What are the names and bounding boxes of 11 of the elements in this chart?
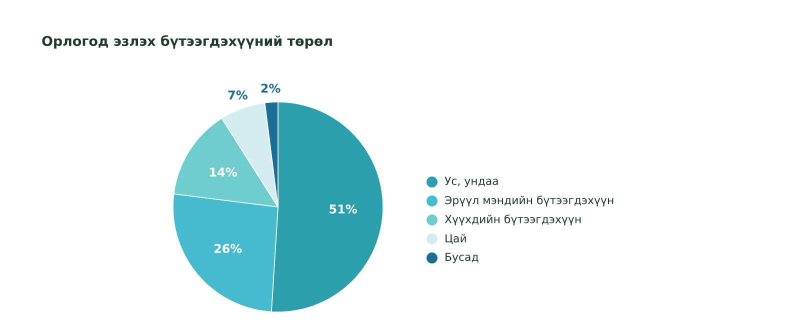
chart-title: Орлогод эзлэх бүтээгдэхүүний төрөл — [42, 35, 332, 49]
legend-label: Бусад — [446, 252, 478, 264]
data-label: 26% — [214, 244, 242, 254]
data-label: 7% — [228, 90, 248, 100]
legend-label: Эрүүл мэндийн бүтээгдэхүүн — [445, 196, 614, 206]
legend-label: Ус, ундаа — [444, 176, 498, 188]
legend-label: Цай — [446, 234, 466, 244]
data-label: 2% — [261, 84, 280, 93]
legend-label: Хүүхдийн бүтээгдэхүүн — [444, 214, 581, 226]
data-label: 14% — [210, 168, 237, 177]
data-label: 51% — [330, 204, 357, 214]
